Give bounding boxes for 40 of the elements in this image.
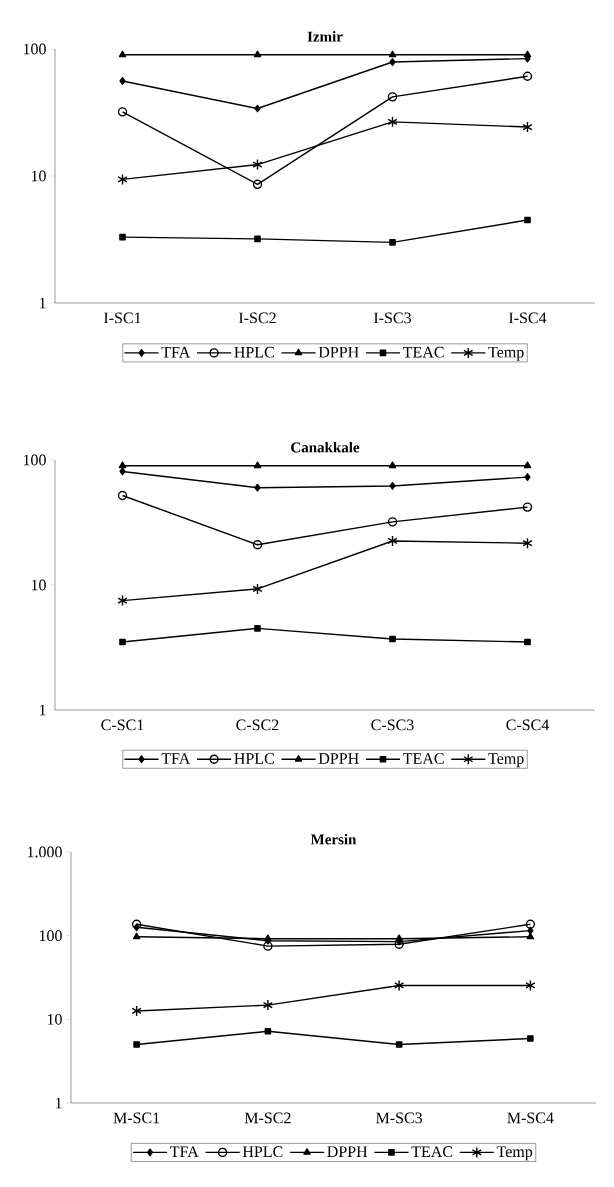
legend-label: HPLC xyxy=(234,753,274,764)
x-tick-label: M-SC1 xyxy=(113,1112,160,1124)
legend-label: Temp xyxy=(488,753,524,768)
legend-label: DPPH xyxy=(318,346,359,358)
y-tick-label: 10 xyxy=(31,170,46,182)
legend-label: TEAC xyxy=(403,753,444,764)
legend-label: HPLC xyxy=(234,346,274,358)
chart-title: Canakkale xyxy=(291,441,360,453)
legend-label: Temp xyxy=(496,1146,533,1161)
x-tick-label: I-SC2 xyxy=(238,312,276,324)
x-tick-label: C-SC2 xyxy=(236,719,279,731)
y-tick-label: 10 xyxy=(31,579,46,591)
y-tick-label: 100 xyxy=(23,454,46,466)
y-tick-label: 1 xyxy=(39,704,46,716)
chart-title: Mersin xyxy=(310,833,357,845)
chart-title: Izmir xyxy=(307,31,343,42)
x-tick-label: I-SC4 xyxy=(508,312,547,324)
legend-label: TEAC xyxy=(403,346,444,358)
y-tick-label: 100 xyxy=(39,930,62,942)
legend-label: DPPH xyxy=(318,753,359,764)
x-tick-label: M-SC2 xyxy=(244,1112,291,1124)
legend-label: TFA xyxy=(161,346,191,358)
x-tick-label: C-SC3 xyxy=(371,719,414,731)
y-tick-label: 10 xyxy=(47,1013,62,1025)
y-tick-label: 1.000 xyxy=(27,846,62,858)
legend-label: DPPH xyxy=(327,1146,368,1157)
x-tick-label: I-SC1 xyxy=(103,312,141,324)
legend-label: TFA xyxy=(161,753,191,764)
legend-label: Temp xyxy=(488,346,524,361)
y-tick-label: 1 xyxy=(39,297,46,309)
x-tick-label: C-SC4 xyxy=(506,719,550,731)
y-tick-label: 100 xyxy=(23,43,46,55)
x-tick-label: M-SC4 xyxy=(507,1112,554,1124)
y-tick-label: 1 xyxy=(55,1097,62,1109)
legend-label: HPLC xyxy=(242,1146,283,1158)
legend-label: TEAC xyxy=(411,1146,453,1158)
legend-label: TFA xyxy=(170,1146,199,1157)
x-tick-label: I-SC3 xyxy=(373,312,411,324)
x-tick-label: M-SC3 xyxy=(376,1112,423,1124)
x-tick-label: C-SC1 xyxy=(101,719,144,731)
